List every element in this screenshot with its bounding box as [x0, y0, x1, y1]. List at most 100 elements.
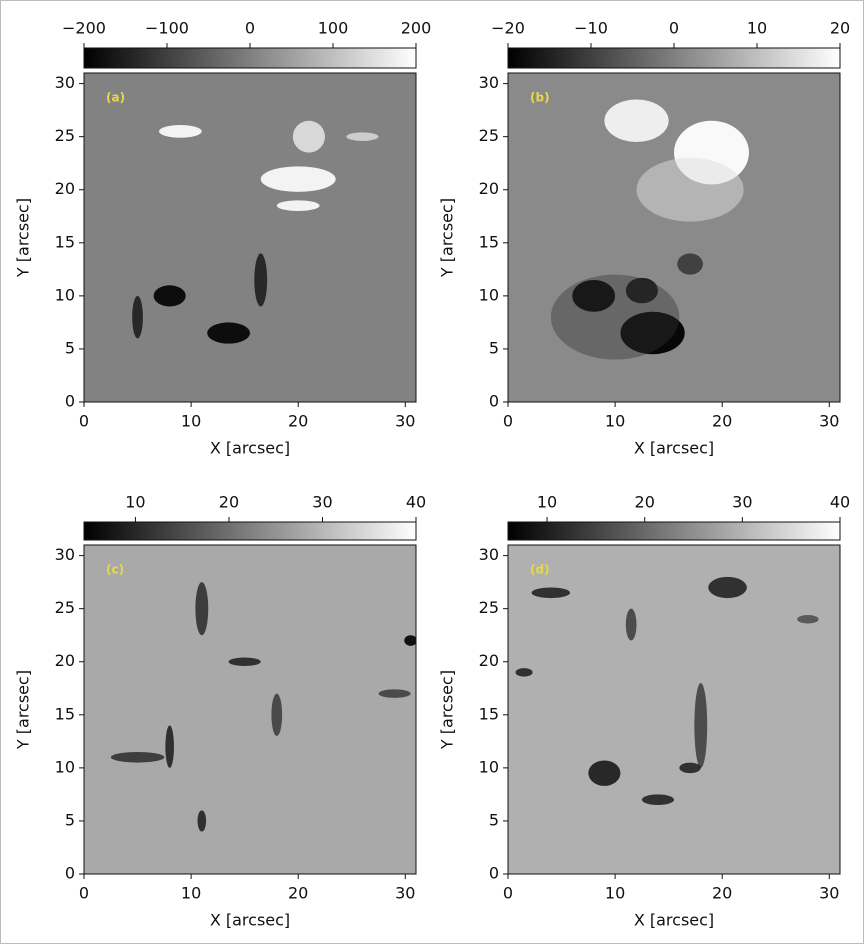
y-axis-label: Y [arcsec] [14, 198, 33, 278]
colorbar-tick-label: 100 [318, 19, 349, 38]
image-background [84, 73, 416, 402]
panel-label: (c) [106, 563, 124, 577]
x-tick-label: 0 [79, 884, 89, 903]
y-tick-label: 0 [65, 392, 75, 411]
y-tick-label: 25 [55, 598, 75, 617]
y-tick-label: 0 [65, 864, 75, 883]
y-tick-label: 25 [479, 598, 499, 617]
image-feature [677, 253, 703, 275]
image-feature [531, 587, 571, 599]
y-tick-label: 5 [489, 810, 499, 829]
image-feature [346, 132, 379, 141]
image [508, 73, 840, 402]
panel-label: (b) [530, 91, 550, 105]
y-tick-label: 15 [479, 704, 499, 723]
x-tick-label: 10 [605, 412, 625, 431]
x-tick-label: 10 [605, 884, 625, 903]
image [84, 545, 416, 874]
image-feature [195, 582, 209, 636]
y-tick-label: 20 [55, 179, 75, 198]
y-tick-label: 10 [479, 757, 499, 776]
colorbar [507, 521, 841, 541]
x-axis-label: X [arcsec] [634, 439, 714, 458]
y-axis-label: Y [arcsec] [438, 198, 457, 278]
panel-label: (d) [530, 563, 550, 577]
colorbar-tick-label: 0 [245, 19, 255, 38]
image-feature [228, 657, 261, 666]
colorbar-tick-label: 20 [219, 493, 239, 512]
x-tick-label: 0 [503, 412, 513, 431]
colorbar-tick-label: 0 [669, 19, 679, 38]
image-feature [378, 689, 411, 698]
image-feature [625, 277, 658, 304]
colorbar-tick-label: 10 [537, 493, 557, 512]
image-feature [197, 810, 207, 832]
colorbar [83, 521, 417, 541]
colorbar-tick-label: 40 [830, 493, 850, 512]
image-feature [276, 200, 320, 211]
y-tick-label: 30 [55, 545, 75, 564]
y-tick-label: 20 [55, 651, 75, 670]
colorbar-tick-label: 20 [635, 493, 655, 512]
x-tick-label: 20 [712, 412, 732, 431]
image-feature [158, 125, 202, 138]
x-tick-label: 20 [288, 884, 308, 903]
y-tick-label: 30 [479, 545, 499, 564]
x-axis-label: X [arcsec] [210, 439, 290, 458]
image-feature [207, 322, 250, 344]
x-axis-label: X [arcsec] [634, 911, 714, 930]
axes-frame [83, 72, 417, 403]
x-tick-label: 0 [503, 884, 513, 903]
axes-frame [507, 72, 841, 403]
image-feature [515, 668, 533, 677]
y-tick-label: 10 [55, 757, 75, 776]
x-tick-label: 10 [181, 884, 201, 903]
image-feature [694, 682, 708, 768]
image-feature [679, 762, 701, 774]
x-tick-label: 30 [395, 884, 415, 903]
image-feature [572, 279, 616, 312]
y-tick-label: 25 [479, 126, 499, 145]
colorbar-tick-label: 30 [312, 493, 332, 512]
image-feature [625, 608, 637, 641]
image-feature [708, 576, 747, 599]
x-tick-label: 20 [712, 884, 732, 903]
axes-frame [507, 544, 841, 875]
image-feature [620, 311, 685, 355]
x-tick-label: 10 [181, 412, 201, 431]
colorbar-tick-label: −20 [491, 19, 525, 38]
image-feature [292, 120, 325, 153]
image-feature [604, 99, 669, 142]
y-tick-label: 0 [489, 864, 499, 883]
panel-label: (a) [106, 91, 125, 105]
x-tick-label: 30 [819, 884, 839, 903]
image-feature [110, 751, 165, 763]
x-tick-label: 20 [288, 412, 308, 431]
y-tick-label: 10 [479, 285, 499, 304]
image-feature [260, 166, 336, 192]
y-tick-label: 30 [55, 73, 75, 92]
image-background [84, 545, 416, 874]
image-feature [254, 253, 268, 307]
y-tick-label: 20 [479, 651, 499, 670]
y-tick-label: 5 [489, 338, 499, 357]
y-tick-label: 15 [55, 704, 75, 723]
image-feature [153, 285, 186, 307]
image-feature [797, 615, 819, 624]
image-feature [404, 635, 416, 646]
y-axis-label: Y [arcsec] [438, 670, 457, 750]
colorbar [83, 47, 417, 69]
x-tick-label: 30 [819, 412, 839, 431]
colorbar-tick-label: 20 [830, 19, 850, 38]
x-tick-label: 0 [79, 412, 89, 431]
image-feature [132, 295, 143, 339]
image-feature [588, 760, 621, 786]
image-feature [165, 725, 174, 768]
colorbar-tick-label: 10 [125, 493, 145, 512]
image-feature [550, 274, 680, 360]
x-tick-label: 30 [395, 412, 415, 431]
image-background [508, 545, 840, 874]
colorbar-tick-label: 30 [732, 493, 752, 512]
